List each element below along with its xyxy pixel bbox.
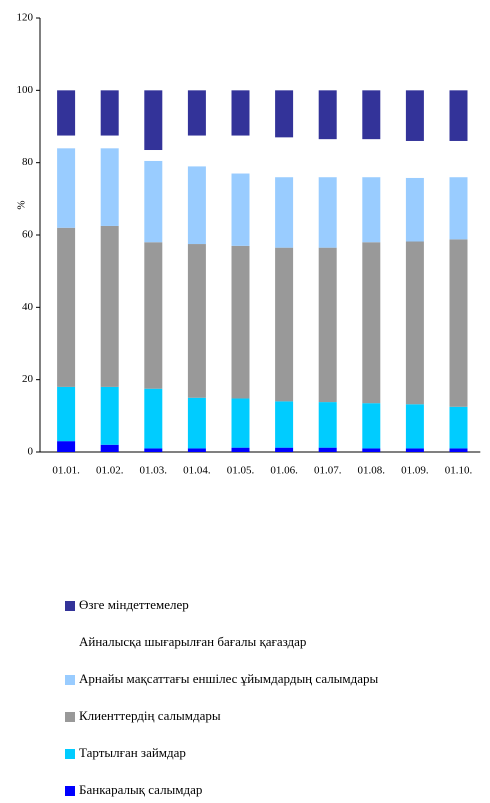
bar-segment bbox=[405, 177, 424, 242]
bar-segment bbox=[144, 90, 163, 151]
bar-segment bbox=[144, 150, 163, 161]
legend-label: Банкаралық салымдар bbox=[79, 782, 202, 797]
bar-segment bbox=[362, 90, 381, 140]
legend-swatch bbox=[65, 712, 75, 722]
bar-segment bbox=[144, 448, 163, 452]
bar-segment bbox=[449, 90, 468, 141]
bar-segment bbox=[318, 447, 337, 452]
bar-segment bbox=[275, 247, 294, 402]
x-tick-label: 01.04. bbox=[183, 465, 211, 477]
bar-segment bbox=[144, 242, 163, 389]
bar-segment bbox=[275, 401, 294, 448]
x-tick-label: 01.06. bbox=[270, 465, 298, 477]
bar-segment bbox=[362, 242, 381, 404]
bar-segment bbox=[275, 90, 294, 138]
bar-segment bbox=[449, 177, 468, 240]
legend-swatch bbox=[65, 601, 75, 611]
bar-segment bbox=[318, 177, 337, 248]
bar-segment bbox=[449, 448, 468, 452]
bar-segment bbox=[318, 139, 337, 178]
bar-segment bbox=[275, 177, 294, 248]
y-tick-label: 120 bbox=[17, 12, 34, 24]
bar-segment bbox=[144, 388, 163, 449]
y-tick-label: 40 bbox=[22, 301, 34, 313]
bar-segment bbox=[100, 225, 119, 387]
legend-label: Айналысқа шығарылған бағалы қағаздар bbox=[79, 634, 306, 649]
bar-segment bbox=[187, 244, 206, 398]
bar-segment bbox=[144, 160, 163, 243]
bar-segment bbox=[405, 404, 424, 449]
x-tick-label: 01.10. bbox=[445, 465, 473, 477]
legend-swatch bbox=[65, 675, 75, 685]
bar-segment bbox=[57, 227, 76, 387]
bar-segment bbox=[57, 135, 76, 149]
y-tick-label: 80 bbox=[22, 156, 34, 168]
legend-label: Тартылған займдар bbox=[79, 745, 186, 760]
legend-swatch bbox=[65, 638, 75, 648]
x-tick-label: 01.09. bbox=[401, 465, 429, 477]
bar-segment bbox=[362, 177, 381, 243]
bar-segment bbox=[405, 90, 424, 141]
x-tick-label: 01.05. bbox=[227, 465, 255, 477]
bar-segment bbox=[57, 90, 76, 136]
bar-segment bbox=[57, 148, 76, 228]
y-axis-label: % bbox=[16, 200, 28, 209]
legend-label: Арнайы мақсаттағы еншілес ұйымдардың сал… bbox=[79, 671, 379, 686]
bar-segment bbox=[405, 241, 424, 405]
bar-segment bbox=[57, 386, 76, 442]
x-tick-label: 01.03. bbox=[140, 465, 168, 477]
legend-label: Клиенттердің салымдары bbox=[79, 708, 221, 723]
y-tick-label: 0 bbox=[28, 446, 34, 458]
legend-label: Өзге міндеттемелер bbox=[79, 597, 189, 612]
bar-segment bbox=[275, 137, 294, 178]
bar-segment bbox=[100, 386, 119, 445]
bar-segment bbox=[275, 447, 294, 452]
bar-segment bbox=[187, 135, 206, 167]
x-tick-label: 01.01. bbox=[52, 465, 80, 477]
bar-segment bbox=[405, 140, 424, 178]
y-tick-label: 60 bbox=[22, 229, 34, 241]
bar-segment bbox=[100, 135, 119, 149]
bar-segment bbox=[231, 90, 250, 136]
bar-segment bbox=[362, 139, 381, 178]
bar-segment bbox=[231, 398, 250, 448]
bar-segment bbox=[100, 148, 119, 226]
legend-swatch bbox=[65, 749, 75, 759]
bar-segment bbox=[187, 448, 206, 452]
bar-segment bbox=[318, 90, 337, 140]
bar-segment bbox=[449, 406, 468, 449]
bar-segment bbox=[231, 173, 250, 246]
bar-segment bbox=[362, 403, 381, 449]
bar-segment bbox=[405, 448, 424, 452]
bar-segment bbox=[318, 402, 337, 448]
bar-segment bbox=[231, 245, 250, 399]
y-tick-label: 100 bbox=[17, 84, 34, 96]
bar-segment bbox=[100, 444, 119, 452]
bar-segment bbox=[231, 135, 250, 174]
y-tick-label: 20 bbox=[22, 373, 34, 385]
bar-segment bbox=[57, 441, 76, 452]
bar-segment bbox=[187, 90, 206, 136]
bar-segment bbox=[362, 448, 381, 452]
x-tick-label: 01.07. bbox=[314, 465, 342, 477]
bar-segment bbox=[100, 90, 119, 136]
x-tick-label: 01.02. bbox=[96, 465, 124, 477]
x-tick-label: 01.08. bbox=[358, 465, 386, 477]
bar-segment bbox=[449, 140, 468, 178]
bar-segment bbox=[231, 447, 250, 452]
bar-segment bbox=[318, 247, 337, 403]
bar-segment bbox=[187, 397, 206, 449]
bar-segment bbox=[187, 166, 206, 245]
legend-swatch bbox=[65, 786, 75, 796]
bar-segment bbox=[449, 239, 468, 407]
